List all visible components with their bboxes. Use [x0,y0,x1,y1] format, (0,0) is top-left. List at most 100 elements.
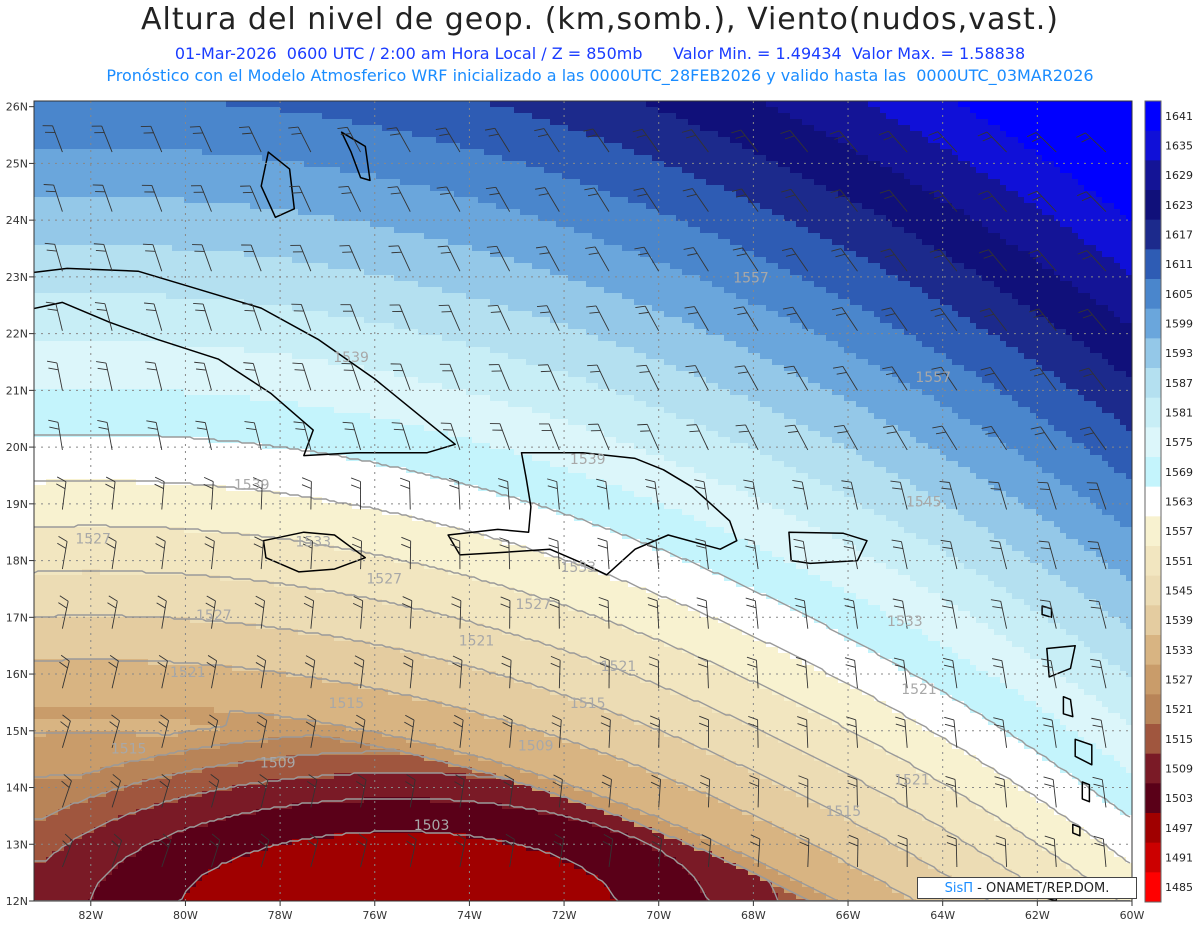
wind-barb [995,835,1008,867]
contour-label: 1503 [414,818,450,834]
contour-label: 1533 [560,560,596,576]
st-vincent-coast [1072,823,1081,837]
wind-barb [448,477,461,510]
lat-label: 18N [6,555,28,568]
colorbar-swatch [1145,368,1161,399]
wind-barb [356,774,367,808]
wind-barb [502,715,513,748]
wind-barb [190,185,212,212]
wind-barb [353,655,365,689]
colorbar-swatch [1145,635,1161,666]
colorbar-swatch [1145,190,1161,221]
st-lucia-coast [1081,781,1091,803]
wind-barb [1088,599,1107,629]
lon-label: 76W [362,909,387,922]
contour-label: 1527 [196,608,232,624]
wind-barb [243,362,262,391]
wind-barb [980,367,1007,391]
wind-barb [635,305,660,332]
wind-barb [683,247,709,272]
wind-barb [206,655,218,689]
contour-line [34,614,1130,901]
wind-barb [1041,658,1057,689]
wind-barb [450,537,461,570]
wind-barb [97,420,113,451]
contour-value-labels: 1557 1557 1545 1539 1539 1539 1533 1533 1533 1527… [75,271,951,835]
wind-barb [307,833,319,868]
wind-barb [930,307,958,332]
eleuthera-coast [340,131,371,182]
wind-barb [401,536,412,570]
wind-barb [44,242,63,272]
wind-barb [586,305,610,331]
colorbar-label: 1503 [1165,792,1193,805]
wind-barb [500,596,511,629]
andros-coast [260,151,296,219]
wind-barb [156,595,167,629]
wind-barb [784,424,809,451]
wind-barb [1030,426,1057,451]
geopotential-shading [34,101,1132,901]
wind-barb [1044,835,1057,867]
colorbar-label: 1491 [1165,852,1193,865]
wind-barb [1077,250,1107,272]
wind-barb [988,481,1008,510]
wind-barb [600,715,611,748]
wind-barb [61,774,72,808]
guadeloupe-coast [1046,644,1076,678]
wind-barb [342,421,361,451]
wind-barb [634,246,660,272]
colorbar-label: 1581 [1165,407,1193,420]
wind-barb [696,597,709,629]
wind-barb [93,243,113,272]
colorbar-swatch [1145,813,1161,844]
lon-label: 82W [78,909,103,922]
wind-barb [994,776,1008,808]
lon-label: 74W [457,909,482,922]
wind-barb [978,190,1007,212]
wind-barb [598,596,610,629]
lon-label: 80W [173,909,198,922]
lon-label: 60W [1120,909,1145,922]
wind-barb [793,538,809,570]
wind-barb [194,361,212,391]
wind-barb [944,716,958,748]
contour-line [34,570,1130,901]
contour-label: 1527 [515,597,551,613]
wind-barb [438,304,461,331]
wind-barb [391,422,411,451]
wind-barb [750,834,761,867]
lon-label: 62W [1025,909,1050,922]
wind-barb [646,538,660,570]
wind-barb [305,714,317,748]
wind-barb [648,656,660,689]
wind-barb [399,477,411,510]
wind-barb [106,536,117,570]
wind-barb [596,478,610,510]
wind-barb [931,366,958,391]
wind-barb [92,184,113,212]
contour-label: 1515 [111,741,147,757]
wind-barb [731,129,759,153]
contour-label: 1515 [570,696,606,712]
colorbar-swatch [1145,338,1161,369]
wind-barb [749,775,760,808]
wind-barb [1076,132,1107,153]
wind-barb [389,304,411,331]
contour-label: 1557 [733,271,769,287]
wind-barb [890,480,908,510]
contour-line [34,480,1131,864]
contour-line [34,798,1130,901]
wind-barb [732,247,759,272]
contour-label: 1527 [75,532,111,548]
wind-barb [633,187,660,212]
contour-line [34,734,1130,901]
colorbar-frame [1144,100,1162,903]
lat-label: 19N [6,498,28,511]
wind-barb [551,715,562,748]
wind-barb [94,302,113,331]
colorbar-label: 1635 [1165,140,1193,153]
wind-barb [645,479,660,510]
wind-barb [108,654,119,689]
wind-barb [111,833,123,868]
